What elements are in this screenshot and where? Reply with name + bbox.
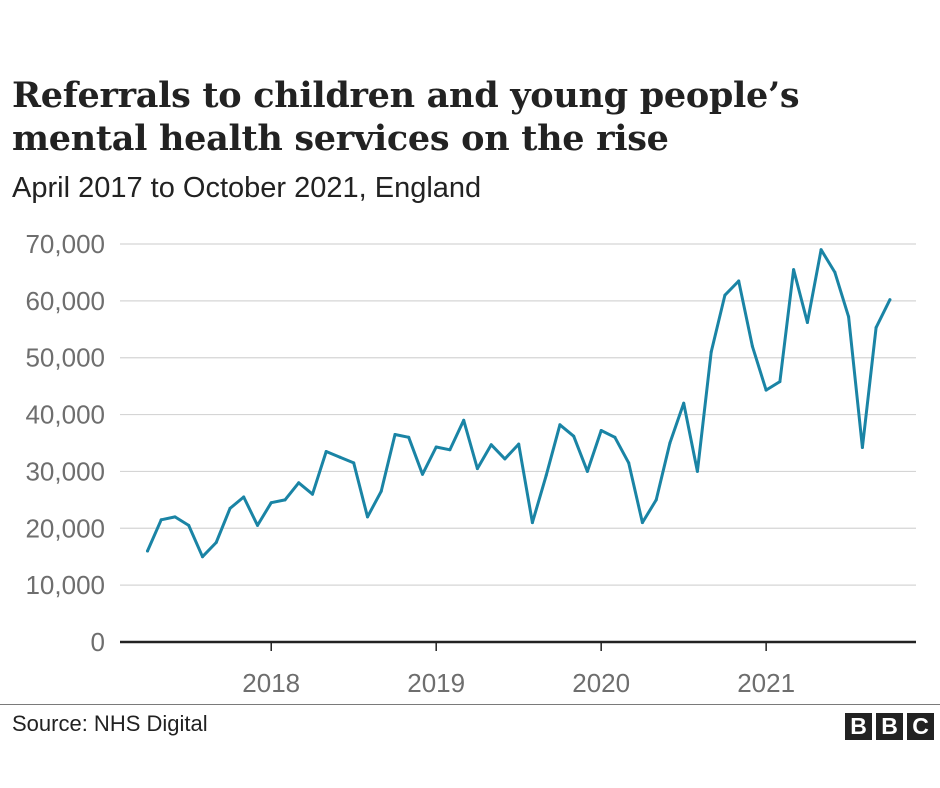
data-point	[352, 461, 356, 465]
data-point	[682, 401, 686, 405]
y-tick-label: 50,000	[25, 343, 105, 373]
data-point	[146, 549, 149, 553]
data-point	[187, 523, 191, 527]
data-point	[654, 498, 658, 502]
data-point	[462, 418, 466, 422]
logo-letter-b2: B	[876, 713, 903, 740]
data-point	[640, 521, 644, 525]
data-point	[297, 481, 301, 485]
data-point	[421, 472, 424, 476]
data-point	[324, 450, 328, 453]
data-point	[407, 435, 411, 439]
data-point	[503, 457, 507, 461]
data-point	[475, 467, 479, 471]
data-point	[311, 492, 314, 496]
x-axis	[120, 640, 916, 651]
x-tick-label: 2019	[407, 668, 465, 698]
data-point	[338, 455, 342, 459]
data-point	[283, 498, 287, 502]
data-point	[489, 443, 493, 447]
y-tick-label: 0	[91, 627, 105, 657]
data-point	[201, 555, 204, 559]
data-point	[393, 433, 397, 436]
data-point	[888, 298, 892, 302]
y-tick-label: 20,000	[25, 513, 105, 543]
data-point	[613, 435, 617, 439]
data-point	[572, 434, 576, 438]
x-tick-label: 2021	[737, 668, 795, 698]
data-point	[256, 523, 259, 527]
x-axis-labels: 2018 2019 2020 2021	[242, 668, 795, 698]
data-point	[805, 321, 809, 324]
y-tick-label: 40,000	[25, 400, 105, 430]
chart-title: Referrals to children and young people’s…	[12, 75, 800, 159]
data-point	[668, 441, 672, 445]
data-point	[214, 541, 218, 544]
data-point	[544, 473, 548, 477]
data-point	[517, 442, 521, 446]
data-point	[242, 495, 246, 499]
data-point	[159, 518, 163, 522]
data-point	[792, 268, 796, 272]
y-tick-label: 30,000	[25, 456, 105, 486]
series-line	[146, 248, 892, 559]
data-point	[778, 380, 782, 384]
data-point	[860, 446, 864, 449]
data-point	[627, 461, 631, 465]
data-point	[173, 515, 177, 519]
y-tick-label: 70,000	[25, 229, 105, 259]
bbc-logo: B B C	[845, 713, 934, 740]
data-point	[530, 521, 534, 525]
y-axis-labels: 0 10,000 20,000 30,000 40,000 50,000 60,000 70,…	[25, 229, 105, 657]
data-point	[847, 315, 851, 319]
y-tick-label: 10,000	[25, 570, 105, 600]
series-layer	[146, 248, 892, 559]
footer-divider	[0, 704, 940, 705]
line-chart: 0 10,000 20,000 30,000 40,000 50,000 60,000 70,…	[25, 229, 916, 698]
data-point	[819, 248, 823, 252]
x-tick-label: 2018	[242, 668, 300, 698]
data-point	[434, 445, 438, 449]
data-point	[448, 448, 452, 452]
chart-subtitle: April 2017 to October 2021, England	[12, 172, 482, 204]
x-tick-label: 2020	[572, 668, 630, 698]
logo-letter-b1: B	[845, 713, 872, 740]
data-point	[585, 469, 589, 473]
data-point	[723, 293, 727, 297]
data-point	[874, 326, 878, 330]
data-point	[228, 506, 232, 510]
data-point	[366, 515, 369, 519]
data-point	[269, 501, 273, 505]
y-tick-label: 60,000	[25, 286, 105, 316]
data-point	[737, 279, 741, 283]
source-note: Source: NHS Digital	[12, 711, 208, 736]
data-point	[750, 344, 754, 348]
data-point	[379, 489, 383, 493]
logo-letter-c: C	[907, 713, 934, 740]
data-point	[833, 270, 837, 274]
data-point	[764, 388, 768, 392]
data-point	[599, 429, 603, 432]
data-point	[709, 350, 713, 354]
data-point	[695, 469, 699, 473]
gridlines	[120, 243, 916, 586]
data-point	[558, 423, 562, 427]
